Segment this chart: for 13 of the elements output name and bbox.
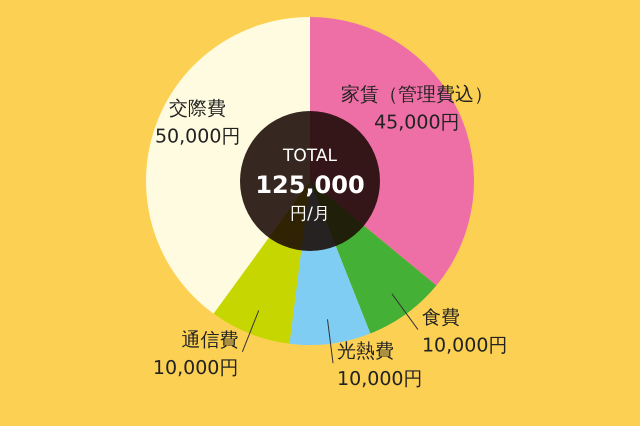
data-label: 45,000円 — [374, 112, 460, 134]
slice-label: 交際費 — [169, 98, 226, 120]
slice-label: 家賃（管理費込） — [340, 84, 493, 106]
data-label: 10,000円 — [152, 356, 238, 379]
text: TOTAL — [282, 146, 338, 166]
slice-label: 光熱費 — [337, 340, 394, 362]
data-label: 10,000円 — [422, 334, 508, 357]
data-label: 50,000円 — [154, 126, 240, 148]
slice-label: 通信費 — [181, 328, 238, 351]
text: 円/月 — [290, 204, 330, 224]
text: 125,000 — [255, 171, 365, 199]
data-label: 10,000円 — [337, 368, 423, 390]
slice-label: 食費 — [422, 306, 460, 329]
